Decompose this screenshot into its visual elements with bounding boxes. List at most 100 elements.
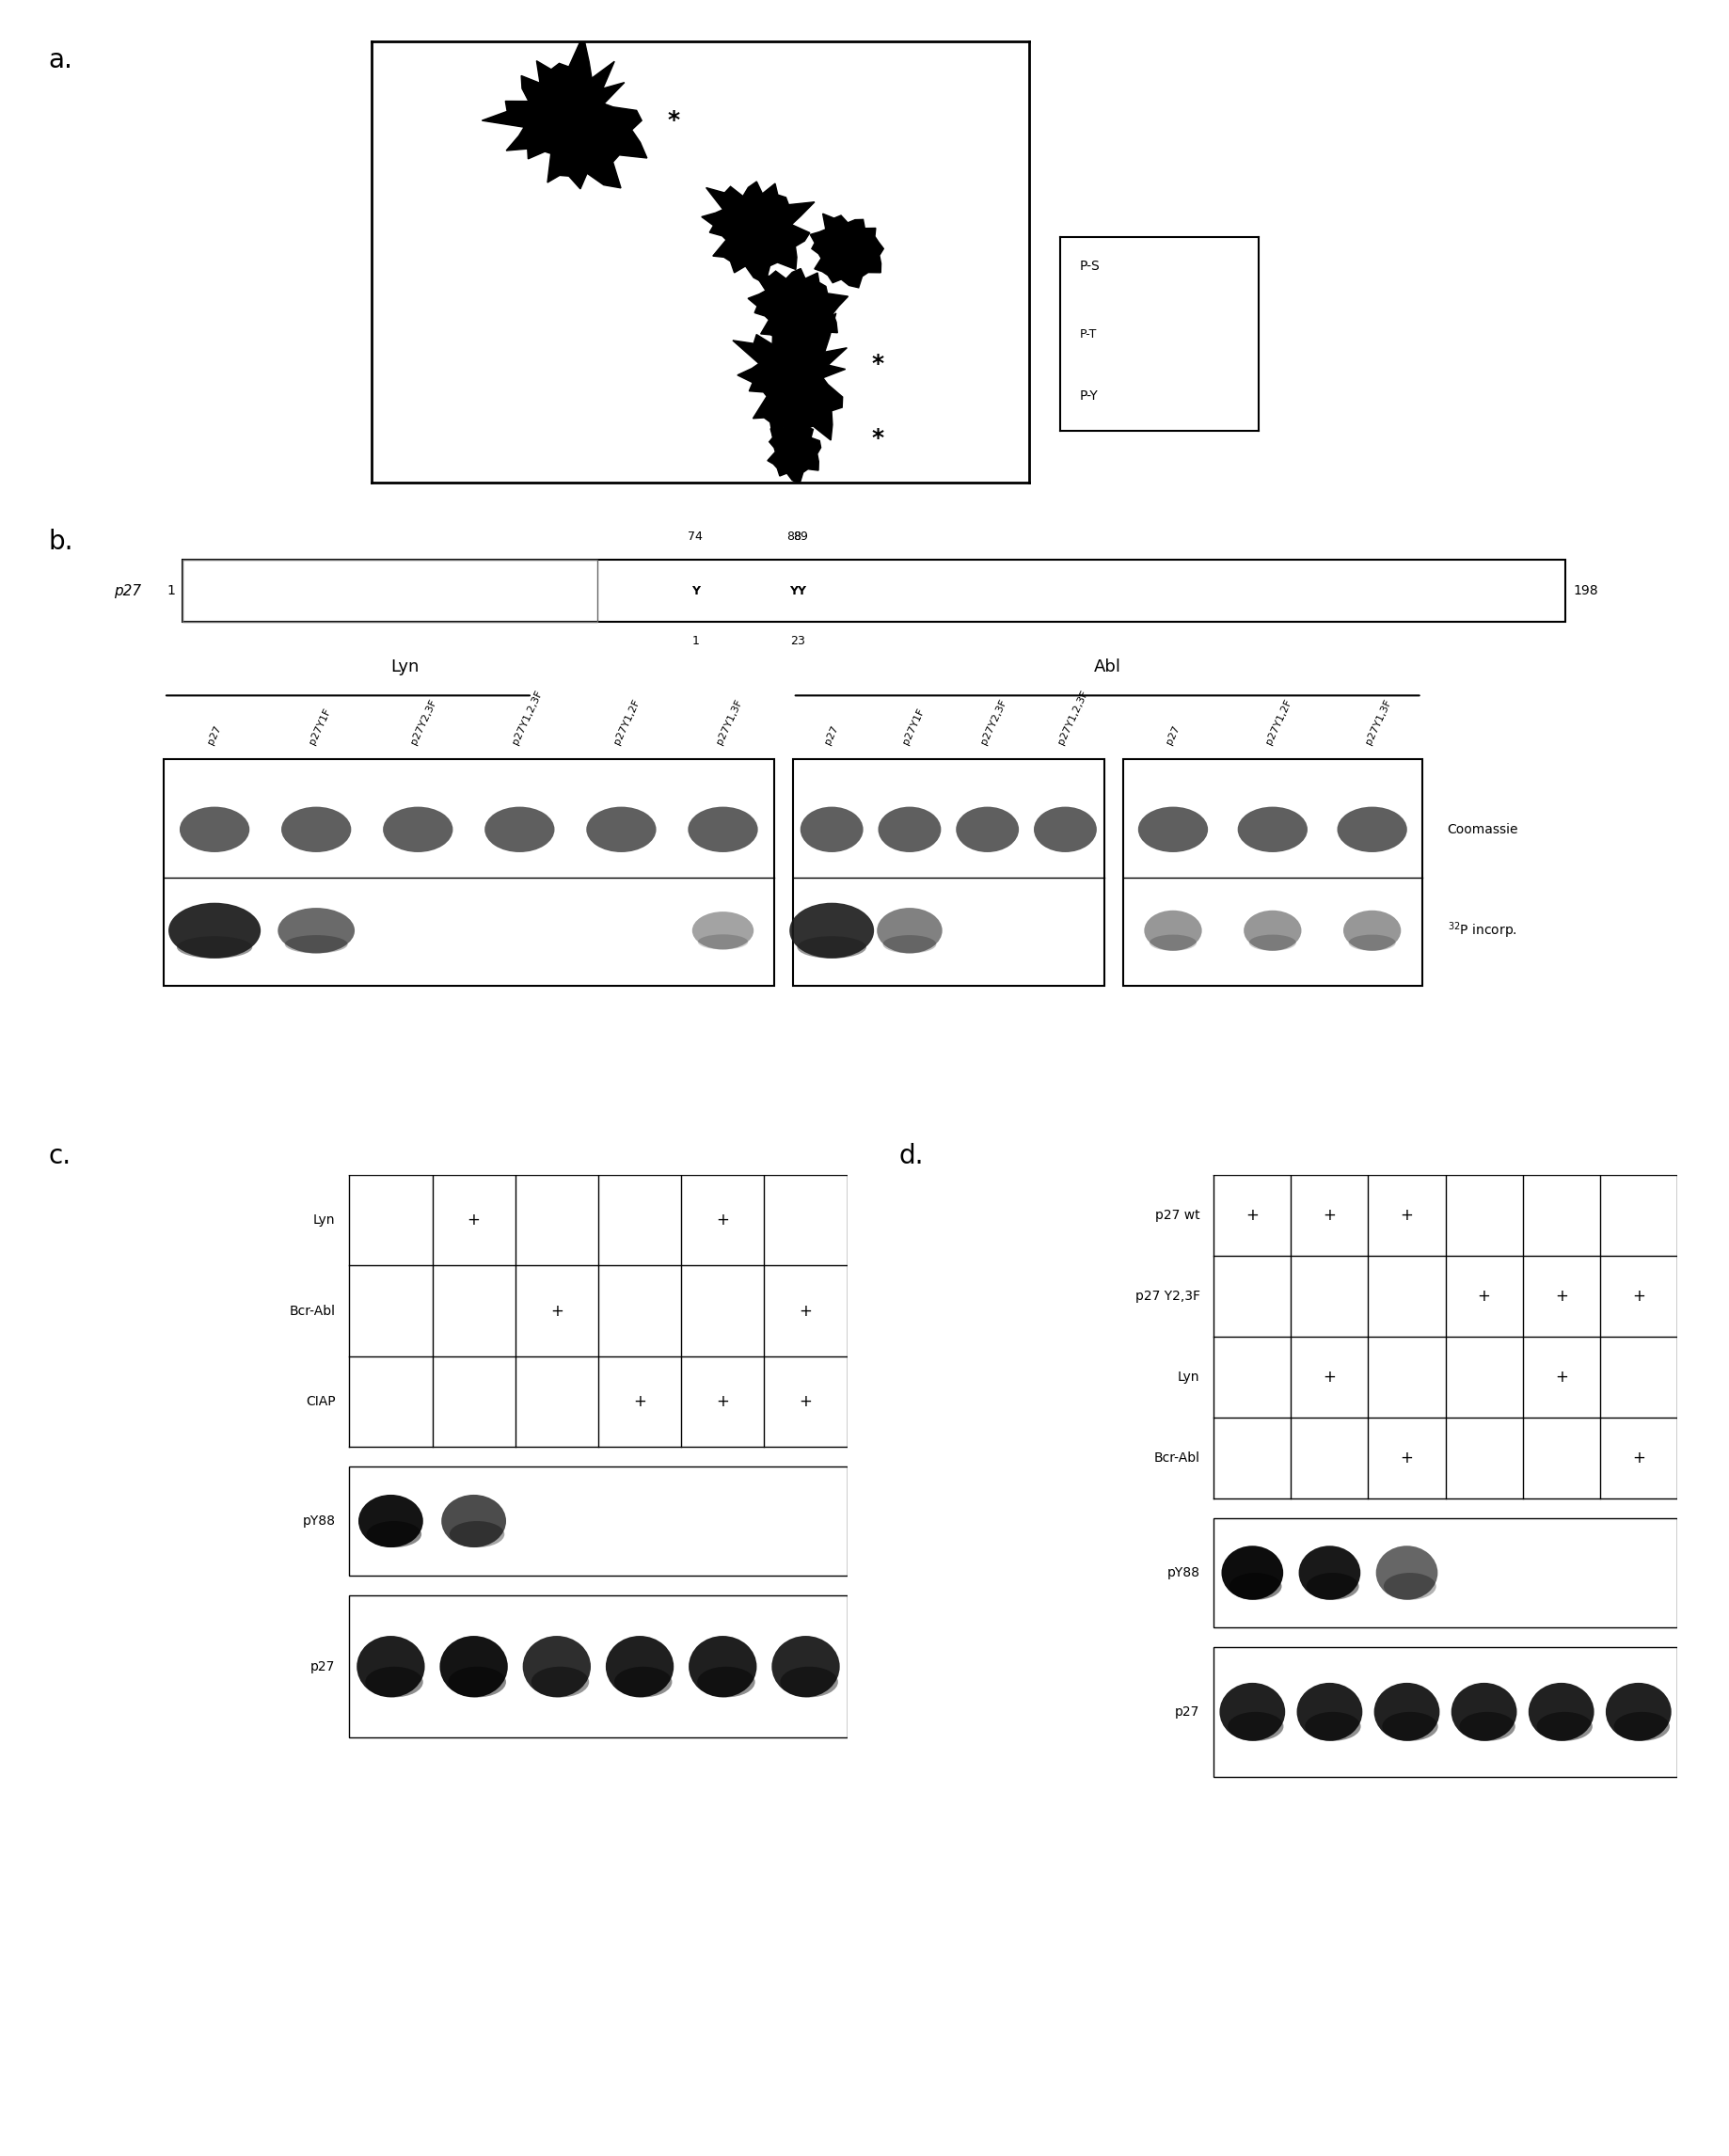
Bar [1124,759,1421,985]
Ellipse shape [522,1636,591,1697]
Ellipse shape [358,1494,424,1548]
Ellipse shape [699,934,749,949]
Ellipse shape [1297,1682,1362,1742]
Text: p27Y1,2F: p27Y1,2F [1264,699,1293,746]
Text: +: + [1478,1287,1490,1304]
Text: p27Y1,2,3F: p27Y1,2,3F [1056,688,1089,746]
Ellipse shape [367,1522,422,1548]
Ellipse shape [1243,910,1302,951]
Text: p27: p27 [114,584,142,597]
Text: P-S: P-S [1079,259,1100,274]
Ellipse shape [1376,1546,1439,1600]
Ellipse shape [1349,934,1395,951]
Ellipse shape [1606,1682,1672,1742]
Polygon shape [733,313,847,453]
Text: Lyn: Lyn [391,658,420,675]
Ellipse shape [1228,1712,1283,1742]
Ellipse shape [1305,1712,1361,1742]
Text: p27Y2,3F: p27Y2,3F [410,699,439,746]
Text: 198: 198 [1573,584,1598,597]
Text: Lyn: Lyn [1177,1371,1200,1384]
Text: +: + [1400,1449,1413,1466]
Text: *: * [871,427,884,451]
Ellipse shape [278,908,354,953]
Text: 1: 1 [692,636,699,647]
Bar [794,759,1105,985]
Ellipse shape [692,912,754,949]
Text: Bcr-Abl: Bcr-Abl [289,1304,335,1317]
Ellipse shape [365,1667,424,1697]
Polygon shape [811,213,884,287]
Ellipse shape [1138,806,1209,852]
Ellipse shape [180,806,249,852]
Bar [183,561,598,621]
Ellipse shape [176,936,252,959]
Ellipse shape [1537,1712,1592,1742]
Ellipse shape [797,936,866,959]
Ellipse shape [780,1667,839,1697]
Text: P-T: P-T [1079,328,1096,341]
Text: 88: 88 [787,530,801,543]
Text: +: + [1400,1207,1413,1225]
Text: +: + [1632,1287,1644,1304]
Ellipse shape [614,1667,673,1697]
Bar [349,1595,847,1738]
Ellipse shape [771,1636,840,1697]
Ellipse shape [586,806,657,852]
Ellipse shape [1459,1712,1515,1742]
Text: Coomassie: Coomassie [1447,824,1518,837]
Text: p27: p27 [1176,1705,1200,1718]
Ellipse shape [1613,1712,1670,1742]
Text: 89: 89 [794,530,807,543]
Text: p27 Y2,3F: p27 Y2,3F [1134,1289,1200,1302]
Polygon shape [482,34,647,190]
Text: p27Y1,3F: p27Y1,3F [714,699,743,746]
Ellipse shape [285,936,348,953]
Ellipse shape [878,806,941,852]
Ellipse shape [1307,1574,1359,1600]
Text: Y: Y [692,584,700,597]
Bar [164,759,775,985]
Text: $^{32}$P incorp.: $^{32}$P incorp. [1447,921,1516,940]
Ellipse shape [1238,806,1307,852]
Polygon shape [702,181,814,285]
Text: p27: p27 [823,724,840,746]
Ellipse shape [382,806,453,852]
Ellipse shape [801,806,863,852]
Text: +: + [1323,1369,1337,1386]
Text: p27Y1,3F: p27Y1,3F [1364,699,1394,746]
Ellipse shape [1528,1682,1594,1742]
Text: +: + [716,1393,730,1410]
Bar [183,561,598,621]
Ellipse shape [1298,1546,1361,1600]
Text: +: + [716,1212,730,1229]
Ellipse shape [877,908,942,953]
Text: p27Y1,2F: p27Y1,2F [612,699,641,746]
Ellipse shape [1451,1682,1516,1742]
Bar [183,561,1566,621]
Text: 1: 1 [168,584,176,597]
Ellipse shape [1150,934,1196,951]
Bar [349,1466,847,1576]
Text: a.: a. [48,47,73,73]
Text: CIAP: CIAP [306,1395,335,1408]
Text: 74: 74 [688,530,702,543]
Ellipse shape [790,903,875,959]
Text: Y: Y [797,584,806,597]
Text: p27Y1F: p27Y1F [901,707,927,746]
Text: p27Y1F: p27Y1F [308,707,332,746]
Ellipse shape [1375,1682,1440,1742]
Text: +: + [1247,1207,1259,1225]
Text: +: + [1632,1449,1644,1466]
Text: +: + [1554,1369,1568,1386]
Text: p27: p27 [206,724,223,746]
Text: +: + [467,1212,481,1229]
Text: *: * [667,110,679,132]
Polygon shape [749,270,849,351]
Text: Bcr-Abl: Bcr-Abl [1153,1451,1200,1464]
Ellipse shape [688,806,757,852]
Ellipse shape [956,806,1018,852]
Ellipse shape [1248,934,1297,951]
Text: Abl: Abl [1094,658,1120,675]
Text: +: + [1554,1287,1568,1304]
